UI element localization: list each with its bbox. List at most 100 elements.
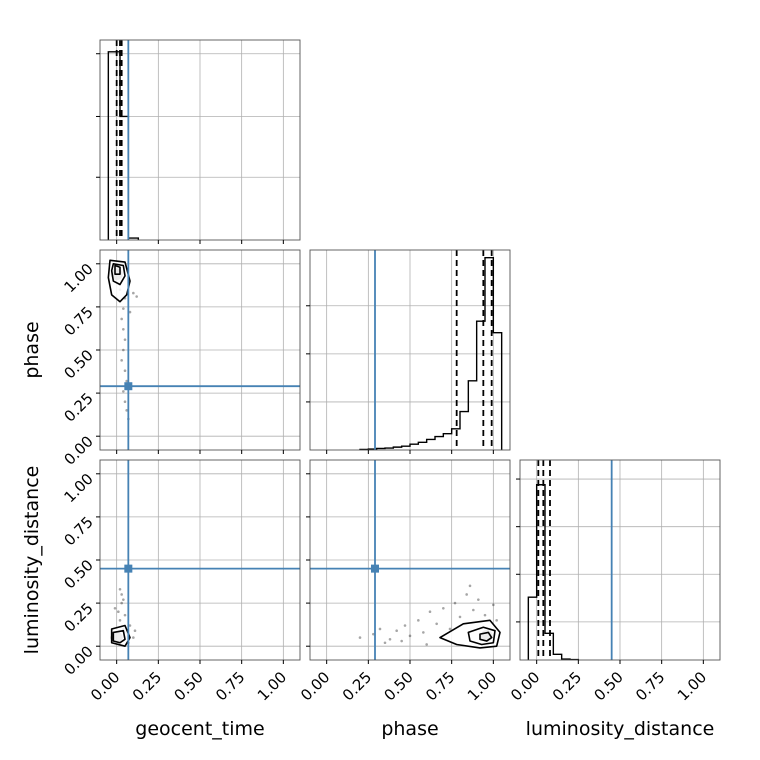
- x-tick-label: 0.00: [507, 668, 543, 704]
- x-tick-label: 0.50: [380, 668, 416, 704]
- sample-point: [417, 619, 420, 622]
- histogram-step: [527, 484, 580, 660]
- y-tick-label: 0.00: [60, 642, 96, 678]
- truth-marker: [371, 564, 379, 573]
- panel-hist-phase: [306, 249, 511, 454]
- sample-point: [400, 639, 403, 643]
- x-tick-label: 1.00: [674, 668, 710, 704]
- sample-point: [425, 643, 428, 646]
- sample-point: [453, 601, 457, 605]
- x-axis-label-geocent_time: geocent_time: [135, 718, 264, 740]
- sample-point: [422, 631, 425, 634]
- panel-content: [100, 40, 300, 240]
- sample-point: [483, 613, 487, 617]
- panel-hist-geocent_time: [96, 39, 301, 244]
- sample-point: [435, 622, 438, 626]
- contour-level-2: [112, 629, 126, 644]
- sample-point: [113, 606, 117, 610]
- y-axis-label-luminosity_distance: luminosity_distance: [21, 466, 43, 655]
- sample-point: [125, 379, 128, 383]
- y-tick-label: 0.00: [60, 432, 96, 468]
- sample-point: [123, 613, 127, 617]
- x-tick-label: 0.00: [297, 668, 333, 704]
- sample-point: [123, 400, 127, 404]
- panel-luminosity_distance-vs-phase: 0.00 0.25 0.50 0.75 1.00: [297, 459, 511, 704]
- sample-point: [132, 291, 135, 295]
- sample-point: [378, 627, 382, 631]
- x-tick-label: 1.00: [464, 668, 500, 704]
- sample-point: [403, 624, 407, 627]
- x-tick-label: 0.50: [170, 668, 206, 704]
- panel-content: [310, 250, 510, 450]
- contour-level-3: [479, 631, 493, 642]
- y-axis-label-phase: phase: [21, 321, 43, 378]
- sample-point: [117, 610, 120, 614]
- sample-point: [118, 619, 122, 622]
- sample-point: [408, 634, 412, 638]
- y-tick-label: 1.00: [60, 470, 96, 506]
- panel-content: [310, 460, 510, 660]
- panel-phase-vs-geocent_time: 0.00 0.25 0.50 0.75 1.00: [60, 249, 301, 469]
- sample-point: [132, 636, 135, 639]
- truth-marker: [124, 382, 133, 391]
- sample-point: [395, 629, 398, 632]
- histogram-step: [359, 256, 503, 450]
- sample-point: [135, 295, 138, 298]
- x-tick-label: 1.00: [254, 668, 290, 704]
- labels-layer: geocent_time phase luminosity_distance p…: [21, 321, 714, 740]
- panel-content: [100, 250, 300, 450]
- sample-point: [123, 338, 127, 341]
- sample-point: [133, 629, 137, 632]
- x-tick-label: 0.25: [549, 668, 585, 704]
- x-tick-label: 0.75: [212, 668, 248, 704]
- sample-point: [122, 598, 125, 601]
- sample-point: [428, 610, 432, 614]
- sample-point: [465, 593, 468, 596]
- x-tick-label: 0.75: [422, 668, 458, 704]
- sample-point: [388, 638, 392, 641]
- x-tick-label: 0.75: [632, 668, 668, 704]
- sample-point: [383, 641, 387, 645]
- panel-luminosity_distance-vs-geocent_time: 0.00 0.25 0.50 0.75 1.000.000.250.500.751.00: [60, 459, 301, 704]
- sample-point: [128, 310, 132, 314]
- x-tick-label: 0.50: [590, 668, 626, 704]
- histogram-step: [107, 51, 140, 240]
- x-tick-label: 0.25: [339, 668, 375, 704]
- sample-point: [122, 390, 125, 393]
- y-tick-label: 0.50: [60, 556, 96, 592]
- sample-point: [492, 603, 495, 607]
- sample-point: [122, 348, 125, 352]
- sample-point: [477, 598, 480, 601]
- truth-marker: [124, 564, 133, 573]
- sample-point: [120, 593, 123, 596]
- x-axis-label-phase: phase: [381, 718, 438, 740]
- y-tick-label: 0.50: [60, 346, 96, 382]
- x-axis-label-luminosity_distance: luminosity_distance: [526, 718, 715, 740]
- panel-content: [100, 460, 300, 660]
- y-tick-label: 1.00: [60, 260, 96, 296]
- sample-point: [372, 632, 375, 636]
- y-tick-label: 0.75: [60, 513, 96, 549]
- sample-point: [358, 636, 362, 639]
- contour-level-2: [110, 262, 126, 286]
- panels-layer: 0.00 0.25 0.50 0.75 1.000.000.250.500.751.00…: [60, 39, 721, 704]
- y-tick-label: 0.25: [60, 599, 96, 635]
- contour-level-3: [114, 264, 121, 275]
- x-tick-label: 0.00: [87, 668, 123, 704]
- sample-point: [495, 619, 498, 622]
- sample-point: [122, 307, 125, 310]
- sample-point: [468, 584, 472, 588]
- y-tick-label: 0.75: [60, 303, 96, 339]
- sample-point: [120, 359, 123, 362]
- panel-content: [520, 460, 720, 660]
- sample-point: [128, 624, 132, 627]
- sample-point: [120, 317, 123, 321]
- sample-point: [472, 608, 475, 612]
- sample-point: [125, 409, 128, 412]
- y-tick-label: 0.25: [60, 389, 96, 425]
- sample-point: [118, 588, 122, 591]
- x-tick-label: 0.25: [129, 668, 165, 704]
- sample-point: [448, 627, 452, 631]
- sample-point: [120, 601, 123, 605]
